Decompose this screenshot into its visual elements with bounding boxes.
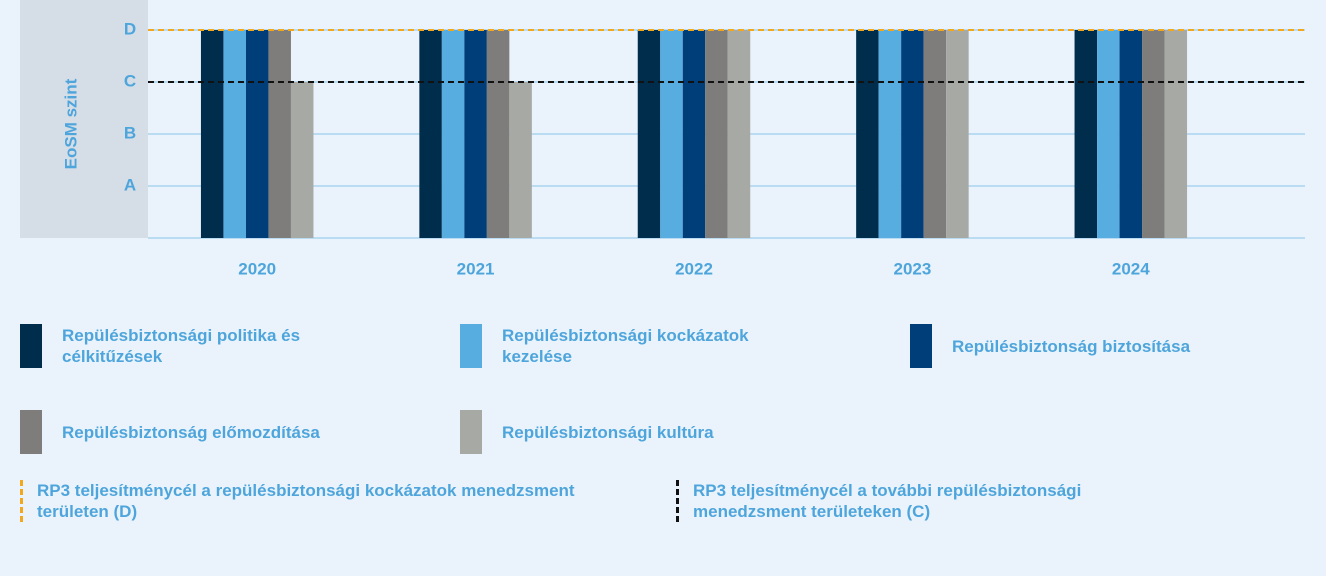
x-tick-label: 2023 xyxy=(893,259,931,278)
x-tick-label: 2021 xyxy=(457,259,495,278)
legend-item: Repülésbiztonság előmozdítása xyxy=(20,410,420,454)
bar xyxy=(1119,30,1143,238)
legend-item: Repülésbiztonsági politika és célkitűzés… xyxy=(20,324,350,368)
bar xyxy=(486,30,510,238)
legend-label: Repülésbiztonsági politika és célkitűzés… xyxy=(62,326,301,366)
legend-swatch xyxy=(910,324,932,368)
legend-item: Repülésbiztonsági kockázatok kezelése xyxy=(460,324,760,368)
bar xyxy=(923,30,947,238)
bar xyxy=(290,82,314,238)
bar xyxy=(660,30,683,238)
bar xyxy=(901,30,924,238)
bar xyxy=(682,30,706,238)
legend-label: Repülésbiztonság biztosítása xyxy=(952,336,1191,356)
y-tick-label: B xyxy=(124,123,136,142)
y-tick-label: D xyxy=(124,19,136,38)
bar xyxy=(1164,30,1188,238)
y-axis-label: EoSM szint xyxy=(61,78,80,169)
bar xyxy=(1097,30,1120,238)
legend-item: RP3 teljesítménycél a további repülésbiz… xyxy=(676,480,1196,522)
y-tick-label: C xyxy=(124,71,136,90)
legend-swatch xyxy=(20,410,42,454)
legend-label: Repülésbiztonsági kockázatok kezelése xyxy=(502,326,749,366)
legend-label: Repülésbiztonsági kultúra xyxy=(502,422,714,442)
bar xyxy=(946,30,969,238)
x-tick-label: 2020 xyxy=(238,259,276,278)
legend-label: RP3 teljesítménycél a repülésbiztonsági … xyxy=(37,481,575,521)
bar xyxy=(705,30,728,238)
bar xyxy=(509,82,532,238)
y-tick-label: A xyxy=(124,175,136,194)
legend-dash xyxy=(20,480,23,522)
bar xyxy=(1074,30,1098,238)
bar xyxy=(727,30,751,238)
bar xyxy=(441,30,465,238)
bar xyxy=(245,30,269,238)
bar xyxy=(268,30,291,238)
x-tick-label: 2024 xyxy=(1112,259,1150,278)
bar xyxy=(419,30,442,238)
bar xyxy=(464,30,487,238)
bar xyxy=(878,30,902,238)
legend-label: RP3 teljesítménycél a további repülésbiz… xyxy=(693,481,1082,521)
chart: EoSM szint A B C D 2020 2021 2022 2023 2024 xyxy=(20,0,1305,278)
legend-label: Repülésbiztonság előmozdítása xyxy=(62,422,320,442)
legend-dash xyxy=(676,480,679,522)
legend-swatch xyxy=(460,410,482,454)
legend-item: Repülésbiztonsági kultúra xyxy=(460,410,860,454)
bar xyxy=(1142,30,1165,238)
legend-item: RP3 teljesítménycél a repülésbiztonsági … xyxy=(20,480,580,522)
legend-item: Repülésbiztonság biztosítása xyxy=(910,324,1310,368)
legend-swatch xyxy=(20,324,42,368)
legend-swatch xyxy=(460,324,482,368)
y-axis-panel xyxy=(20,0,148,238)
bar xyxy=(637,30,661,238)
x-tick-label: 2022 xyxy=(675,259,713,278)
bar xyxy=(200,30,224,238)
bar xyxy=(856,30,879,238)
bar xyxy=(223,30,246,238)
